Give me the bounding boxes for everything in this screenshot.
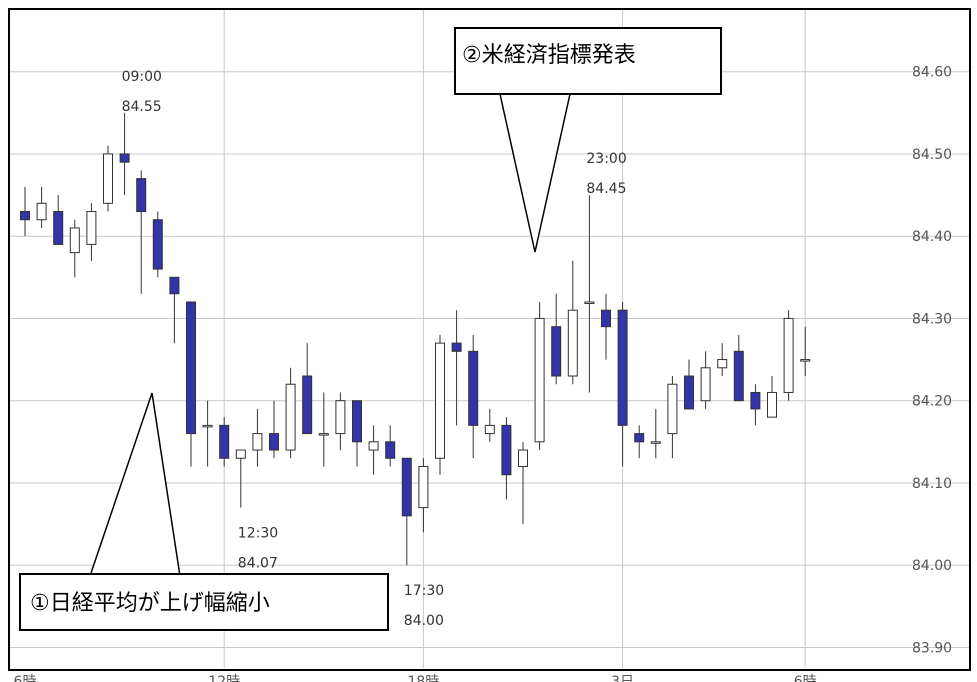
candle-body [518, 449, 528, 467]
callout-box [19, 573, 389, 631]
annotation-time: 17:30 [404, 583, 444, 599]
candle-body [69, 227, 80, 254]
candle-body [235, 449, 246, 459]
candle-body [551, 326, 562, 377]
candle-body [302, 375, 313, 435]
candle-body [152, 219, 163, 270]
candle-body [103, 153, 113, 204]
candle-body [36, 202, 47, 221]
candle-body [534, 317, 545, 443]
y-tick-label: 84.00 [912, 558, 952, 574]
candle-body [617, 309, 628, 426]
candle-body [750, 391, 761, 410]
callout-text: ②米経済指標発表 [462, 43, 636, 68]
candle-body [401, 457, 412, 517]
annotation-time: 12:30 [238, 526, 278, 542]
candle-body [667, 383, 678, 435]
candle-body [567, 309, 578, 377]
y-tick-label: 84.40 [912, 229, 952, 245]
x-tick-label: 6時 [14, 674, 37, 682]
candle-body [584, 301, 595, 304]
candle-body [650, 441, 661, 444]
annotation-price: 84.00 [404, 613, 444, 629]
candle-body [169, 276, 180, 295]
candle-body [733, 350, 744, 402]
candle-body [501, 424, 512, 476]
y-tick-label: 84.50 [912, 147, 952, 163]
callout-text: ①日経平均が上げ幅縮小 [30, 591, 270, 616]
candle-body [318, 433, 329, 436]
candle-body [767, 391, 777, 418]
candle-body [717, 359, 728, 369]
y-tick-label: 84.20 [912, 394, 952, 410]
candle-body [20, 211, 30, 221]
candle-body [601, 309, 611, 328]
candles [20, 112, 811, 566]
candle-body [252, 433, 263, 451]
candle-body [202, 424, 213, 428]
candle-body [53, 211, 64, 245]
candle-body [335, 400, 346, 435]
candle-body [269, 433, 279, 451]
callout-box [454, 27, 722, 95]
candle-body [86, 211, 97, 245]
candle-body [352, 400, 362, 443]
candle-body [684, 375, 694, 410]
candle-body [800, 359, 811, 362]
candle-body [418, 465, 429, 509]
candle-body [484, 424, 495, 435]
candle-body [468, 350, 479, 426]
candle-body [634, 433, 645, 443]
candle-body [219, 424, 230, 459]
y-tick-label: 84.30 [912, 311, 952, 327]
y-tick-label: 84.10 [912, 476, 952, 492]
x-tick-label: 18時 [407, 674, 439, 682]
candle-body [385, 441, 396, 459]
x-tick-label: 3日 [611, 674, 634, 682]
annotation-price: 84.45 [586, 181, 626, 197]
candle-body [368, 441, 379, 451]
annotation-price: 84.07 [238, 556, 278, 572]
candle-body [783, 317, 794, 393]
candle-body [451, 342, 462, 352]
y-tick-label: 83.90 [912, 640, 952, 656]
candle-body [136, 178, 147, 213]
annotation-time: 23:00 [586, 151, 626, 167]
frame [8, 8, 971, 671]
annotation-price: 84.55 [122, 99, 162, 115]
x-tick-label: 12時 [208, 674, 240, 682]
y-tick-label: 84.60 [912, 65, 952, 81]
candle-body [435, 342, 445, 459]
x-tick-label: 6時 [794, 674, 817, 682]
candle-body [285, 383, 296, 451]
candle-body [119, 153, 130, 163]
candle-body [186, 301, 196, 435]
annotation-time: 09:00 [122, 69, 162, 85]
candle-body [700, 367, 711, 402]
